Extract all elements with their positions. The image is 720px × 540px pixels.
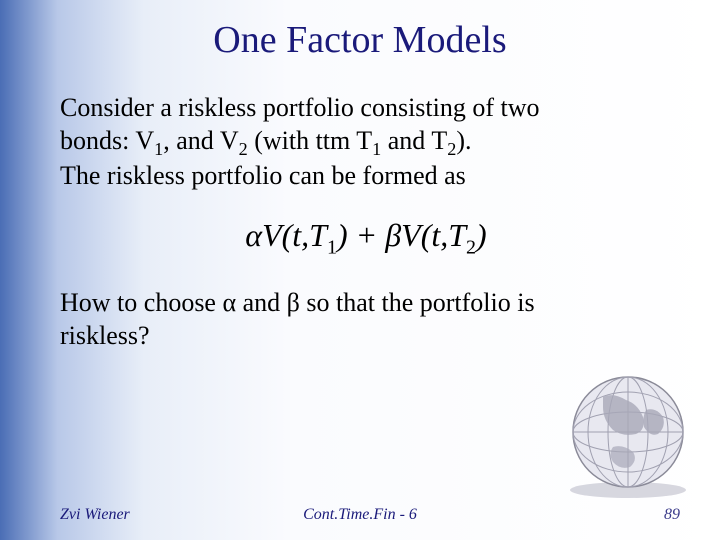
p2-a: How to choose (60, 288, 222, 317)
p1-sub4: 2 (447, 139, 456, 159)
slide-content: Consider a riskless portfolio consisting… (0, 62, 720, 352)
p1-sub1: 1 (154, 139, 163, 159)
p2-b: and (236, 288, 287, 317)
f-T2: T (448, 217, 466, 253)
footer-page: 89 (664, 506, 680, 524)
f-beta: β (385, 217, 401, 253)
f-s2: 2 (466, 236, 476, 258)
f-rp2: ) (476, 217, 487, 253)
slide-footer: Zvi Wiener Cont.Time.Fin - 6 89 (0, 506, 720, 524)
footer-author: Zvi Wiener (60, 506, 130, 524)
p1-l2c: (with ttm T (248, 126, 372, 155)
p1-sub3: 1 (372, 139, 381, 159)
p1-l2d: and T (381, 126, 447, 155)
p1-line3: The riskless portfolio can be formed as (60, 161, 466, 190)
f-s1: 1 (327, 236, 337, 258)
p1-sub2: 2 (239, 139, 248, 159)
p2-beta: β (287, 288, 300, 317)
f-t1: t (292, 217, 301, 253)
f-V2: V (401, 217, 421, 253)
f-lp2: ( (421, 217, 432, 253)
f-plus: + (356, 217, 378, 253)
p1-l2e: ). (456, 126, 471, 155)
formula: αV(t,T1) + βV(t,T2) (60, 217, 672, 259)
f-c1: , (301, 217, 309, 253)
f-V1: V (262, 217, 282, 253)
f-alpha: α (245, 217, 262, 253)
f-rp1: ) (337, 217, 348, 253)
paragraph-2: How to choose α and β so that the portfo… (60, 287, 672, 352)
p1-line1: Consider a riskless portfolio consisting… (60, 93, 540, 122)
f-T1: T (309, 217, 327, 253)
footer-center: Cont.Time.Fin - 6 (303, 506, 417, 524)
p2-d: riskless? (60, 321, 150, 350)
p1-l2a: bonds: V (60, 126, 154, 155)
slide-title: One Factor Models (0, 0, 720, 62)
globe-icon (558, 362, 698, 502)
p2-c: so that the portfolio is (300, 288, 535, 317)
p1-l2b: , and V (163, 126, 238, 155)
paragraph-1: Consider a riskless portfolio consisting… (60, 92, 672, 193)
p2-alpha: α (222, 288, 236, 317)
f-t2: t (431, 217, 440, 253)
f-lp1: ( (282, 217, 293, 253)
